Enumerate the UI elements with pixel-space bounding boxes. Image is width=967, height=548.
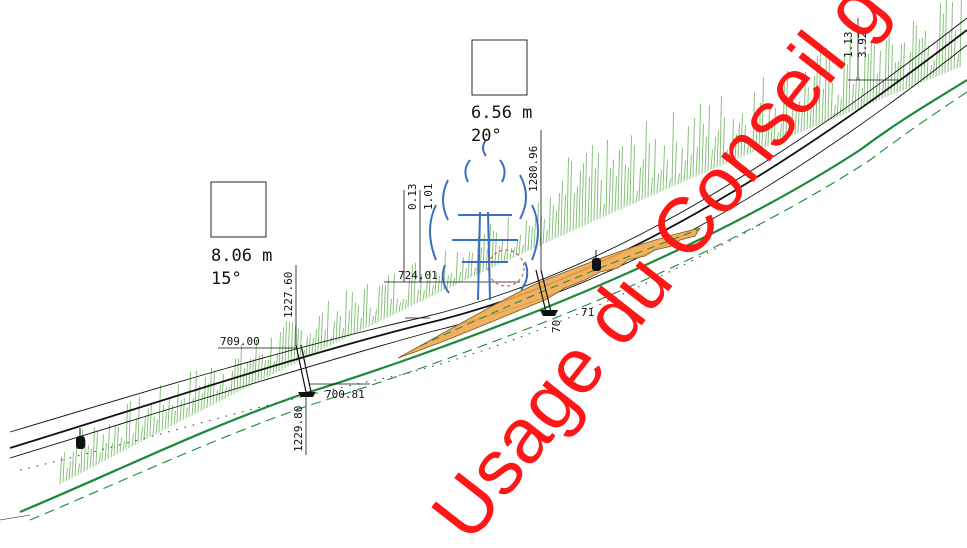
cable-3 <box>9 44 967 459</box>
num-70: 70 <box>550 320 563 333</box>
tower-2 <box>384 130 558 319</box>
num-71: 71 <box>581 306 594 319</box>
elev-724: 724.01 <box>398 269 438 282</box>
pylon-base-icon <box>540 310 558 316</box>
chain-1227: 1227.60 <box>282 272 295 318</box>
tower-2-height: 6.56 m <box>471 103 532 123</box>
dim-392: 3.92 <box>856 32 869 59</box>
tower-1-height: 8.06 m <box>211 246 272 266</box>
dotted-ground-line <box>19 224 761 471</box>
tower-marker-box-1 <box>210 181 267 238</box>
vegetation-band <box>59 0 962 485</box>
chain-1229: 1229.80 <box>292 406 305 452</box>
terrain-line <box>19 79 967 514</box>
fill-section <box>397 227 701 359</box>
tower-1 <box>218 265 370 455</box>
watermark: Usage du Conseil ge <box>414 0 929 548</box>
pylon-base-icon <box>298 392 316 397</box>
elev-700: 700.81 <box>325 388 365 401</box>
tower-marker-box-2 <box>471 39 528 96</box>
pylon-structure-icon <box>429 139 539 301</box>
cable-car-cabin-icon <box>592 250 601 271</box>
dim-113: 1.13 <box>842 32 855 59</box>
tower-1-angle: 15° <box>211 269 242 289</box>
cable-2 <box>9 29 967 449</box>
chain-1280: 1280.96 <box>527 146 540 192</box>
cable-car-cabin-icon <box>76 428 85 449</box>
fill-section-dash <box>419 229 699 347</box>
tower-2-angle: 20° <box>471 126 502 146</box>
cable-1 <box>9 17 967 433</box>
dim-013: 0.13 <box>406 184 419 211</box>
dim-101: 1.01 <box>422 184 435 211</box>
elev-709: 709.00 <box>220 335 260 348</box>
terrain-dashed-line <box>29 91 967 521</box>
